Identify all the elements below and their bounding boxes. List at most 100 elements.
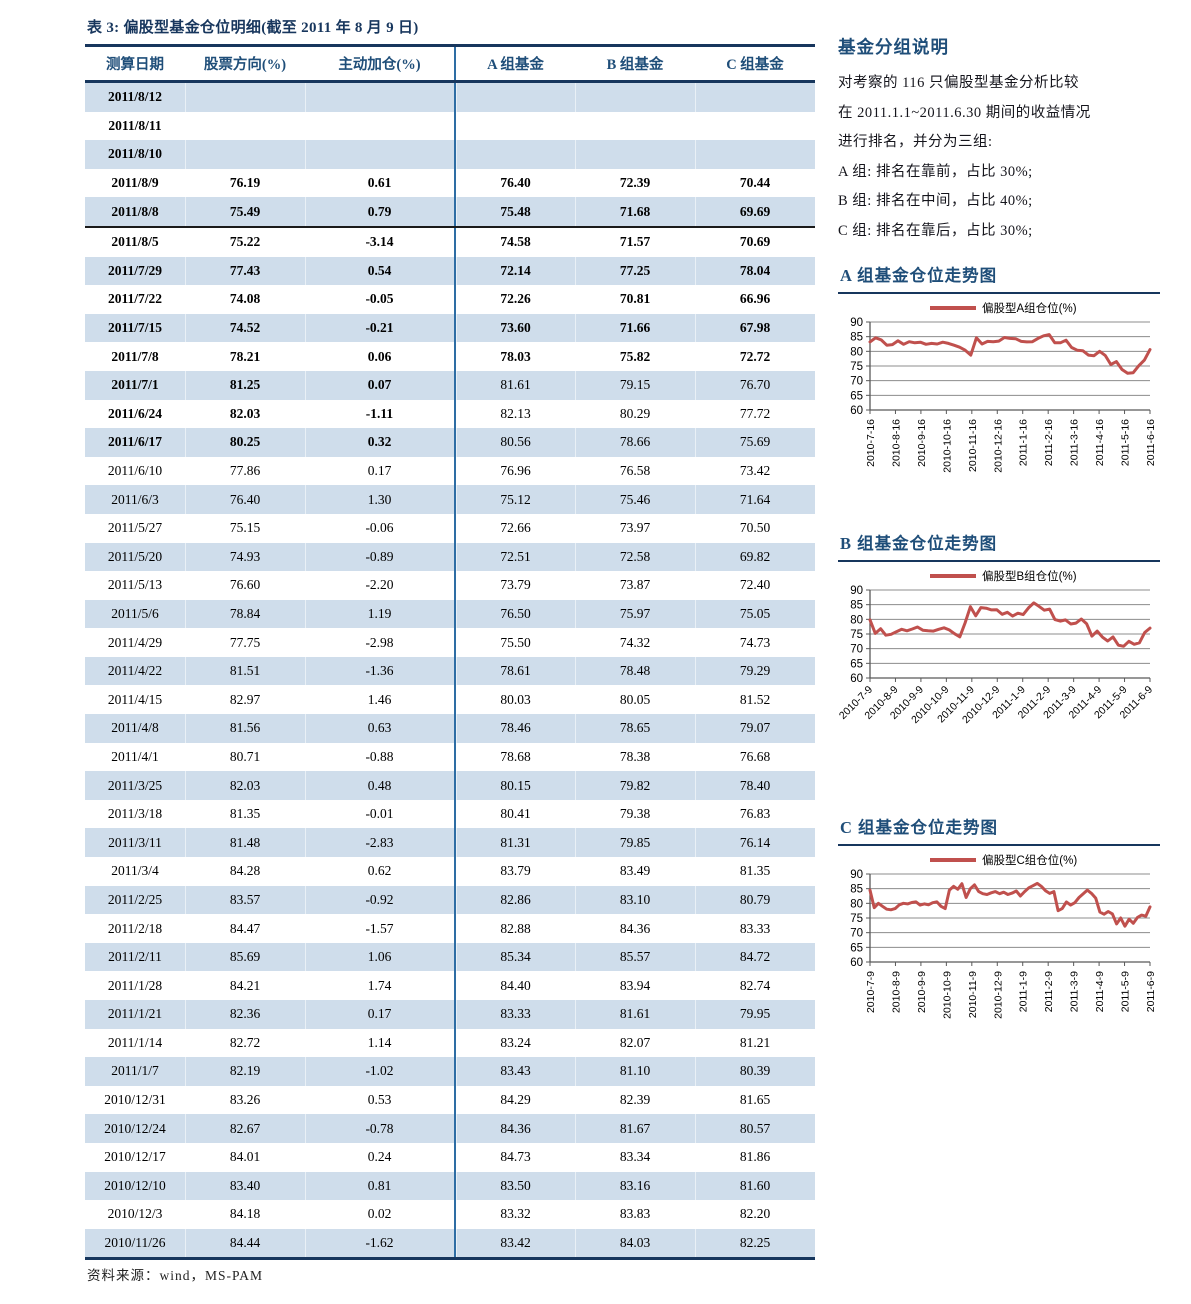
value-cell: 78.46 [454, 714, 575, 743]
table-row: 2011/3/4 84.28 0.62 83.79 83.49 81.35 [85, 857, 815, 886]
value-cell: 81.31 [454, 828, 575, 858]
value-cell: 83.33 [739, 920, 771, 936]
value-cell: 69.69 [695, 197, 815, 228]
value-cell: 78.66 [575, 428, 695, 457]
table-row: 2011/4/15 82.97 1.46 80.03 80.05 81.52 [85, 685, 815, 715]
date-cell: 2010/12/24 [85, 1114, 185, 1143]
notes-line: C 组: 排名在靠后，占比 30%; [838, 222, 1033, 239]
value-cell: 81.10 [575, 1057, 695, 1086]
date-cell: 2011/1/28 [107, 977, 163, 993]
value-cell: 83.32 [454, 1200, 575, 1229]
table-row: 2011/1/21 82.36 0.17 83.33 81.61 79.95 [85, 1000, 815, 1029]
x-axis-tick-label: 2010-7-16 [865, 419, 877, 467]
x-axis-tick-label: 2010-10-9 [941, 971, 953, 1019]
date-cell: 2011/8/9 [111, 175, 159, 191]
value-cell: 0.02 [367, 1206, 392, 1222]
value-cell: 73.42 [739, 463, 771, 479]
line-chart-b: 偏股型B组仓位(%)606570758085902010-7-92010-8-9… [838, 569, 1155, 726]
col-header-group-b: B 组基金 [575, 47, 695, 83]
line-chart-c: 偏股型C组仓位(%) 60 65 70 75 80 85 90 2010-7-9 2010-8-9… [850, 853, 1157, 1019]
data-series-line [868, 881, 1152, 928]
table-row: 2010/12/17 84.01 0.24 84.73 83.34 81.86 [85, 1142, 815, 1172]
value-cell: 82.36 [185, 1000, 305, 1029]
value-cell: 82.03 [229, 405, 261, 421]
value-cell: 78.84 [185, 599, 305, 629]
date-cell: 2011/6/17 [85, 428, 185, 457]
notes-line: A 组: 排名在靠前，占比 30%; [838, 163, 1033, 180]
value-cell: 83.49 [619, 863, 651, 879]
x-axis-tick-label: 2011-2-16 [1043, 419, 1055, 466]
chart-canvas-1: 偏股型B组仓位(%) 60 65 70 75 80 85 90 2010-7-9 2010-8-9… [838, 566, 1160, 734]
table-row: 2011/1/14 82.72 1.14 83.24 82.07 81.21 [85, 1028, 815, 1058]
table-row: 2011/3/18 81.35 -0.01 80.41 79.38 76.83 [85, 799, 815, 829]
date-cell: 2011/4/15 [107, 691, 163, 707]
value-cell: 80.41 [454, 799, 575, 829]
table-row: 2010/12/24 82.67 -0.78 84.36 81.67 80.57 [85, 1114, 815, 1143]
value-cell: 83.57 [185, 885, 305, 915]
value-cell: 0.61 [367, 175, 392, 191]
value-cell: 80.05 [619, 691, 651, 707]
value-cell: 83.16 [575, 1171, 695, 1201]
x-axis-tick-label: 2011-2-9 [1043, 971, 1055, 1012]
value-cell: 82.72 [229, 1034, 261, 1050]
table-header-row: 测算日期 股票方向(%) 主动加仓(%) A 组基金 B 组基金 C 组基金 [85, 47, 815, 83]
date-cell: 2011/8/11 [108, 117, 162, 133]
value-cell: 74.08 [229, 291, 261, 307]
value-cell: 75.97 [575, 599, 695, 629]
table-title: 表 3: 偏股型基金仓位明细(截至 2011 年 8 月 9 日) [85, 12, 815, 47]
table-row: 2010/12/10 83.40 0.81 83.50 83.16 81.60 [85, 1171, 815, 1201]
value-cell [695, 81, 815, 112]
x-axis-tick-label: 2010-9-16 [916, 419, 928, 467]
table-row: 2011/3/11 81.48 -2.83 81.31 79.85 76.14 [85, 828, 815, 858]
table-row: 2011/5/13 76.60 -2.20 73.79 73.87 72.40 [85, 571, 815, 600]
y-axis-tick-label: 90 [850, 869, 863, 881]
date-cell: 2010/11/26 [85, 1228, 185, 1261]
value-cell: -1.02 [305, 1057, 455, 1086]
x-axis-tick-label: 2011-6-16 [1145, 419, 1157, 466]
value-cell: 84.03 [575, 1228, 695, 1261]
chart-section-group-a: A 组基金仓位走势图 偏股型A组仓位(%) 60 65 70 75 80 85 90 2010-… [838, 262, 1160, 490]
value-cell: 0.79 [305, 197, 455, 228]
value-cell: 81.35 [739, 863, 771, 879]
y-axis-tick-label: 80 [850, 898, 863, 910]
table-row: 2011/1/7 82.19 -1.02 83.43 81.10 80.39 [85, 1057, 815, 1086]
x-axis-tick-label: 2011-3-9 [1069, 971, 1081, 1012]
value-cell: 76.19 [229, 175, 261, 191]
date-cell: 2011/5/13 [107, 577, 163, 593]
x-axis-tick-label: 2011-3-16 [1069, 419, 1081, 466]
table-row: 2011/2/11 85.69 1.06 85.34 85.57 84.72 [85, 942, 815, 972]
value-cell: 75.05 [695, 599, 815, 629]
x-axis-tick-label: 2011-5-9 [1120, 971, 1132, 1012]
value-cell: 81.21 [739, 1034, 771, 1050]
value-cell: 78.68 [454, 742, 575, 772]
value-cell: 84.21 [229, 977, 261, 993]
source-label: 资料来源：wind，MS-PAM [87, 1268, 264, 1283]
value-cell: 71.64 [695, 485, 815, 514]
table-row: 2011/8/9 76.19 0.61 76.40 72.39 70.44 [85, 168, 815, 198]
date-cell: 2011/7/1 [85, 370, 185, 400]
value-cell: 83.40 [185, 1171, 305, 1201]
value-cell: 76.50 [454, 599, 575, 629]
date-cell: 2011/4/29 [107, 634, 163, 650]
x-axis-tick-label: 2010-12-16 [992, 419, 1004, 473]
value-cell: 74.58 [454, 226, 575, 257]
x-axis-tick-label: 2010-10-16 [941, 419, 953, 473]
y-axis-tick-label: 60 [850, 957, 863, 969]
value-cell: 80.39 [695, 1057, 815, 1086]
value-cell: 75.46 [575, 485, 695, 514]
x-axis-tick-label: 2011-5-16 [1120, 419, 1132, 466]
value-cell: 0.63 [305, 714, 455, 743]
value-cell: 79.15 [575, 370, 695, 400]
value-cell: 67.98 [695, 313, 815, 343]
value-cell: 83.42 [454, 1228, 575, 1261]
y-axis-tick-label: 70 [850, 376, 863, 388]
value-cell: 81.60 [695, 1171, 815, 1201]
date-cell: 2011/5/20 [85, 542, 185, 572]
value-cell: 79.95 [695, 1000, 815, 1029]
date-cell: 2011/1/21 [85, 1000, 185, 1029]
x-axis-tick-label: 2010-12-9 [992, 971, 1004, 1019]
data-series-line [868, 333, 1152, 375]
y-axis-tick-label: 85 [850, 884, 863, 896]
x-axis-tick-label: 2010-8-16 [890, 419, 902, 467]
value-cell: 80.71 [229, 748, 261, 764]
